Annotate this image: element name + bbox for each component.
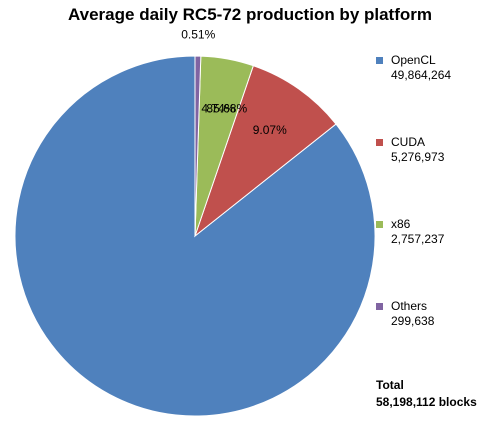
total-label: Total bbox=[376, 378, 404, 392]
pie-slice-others bbox=[194, 55, 202, 237]
slice-label-others: 0.51% bbox=[181, 27, 215, 41]
pie-slice-cuda bbox=[193, 65, 337, 238]
legend-name-x86: x86 bbox=[391, 217, 411, 231]
legend-name-others: Others bbox=[391, 299, 427, 313]
legend-swatch-opencl bbox=[376, 57, 383, 64]
legend-swatch-cuda bbox=[376, 139, 383, 146]
legend-value-x86: 2,757,237 bbox=[391, 232, 445, 246]
pie-slices bbox=[14, 55, 376, 417]
legend-name-opencl: OpenCL bbox=[391, 53, 436, 67]
legend-name-cuda: CUDA bbox=[391, 135, 425, 149]
legend-value-opencl: 49,864,264 bbox=[391, 68, 451, 82]
slice-label-x86: 4.74% bbox=[201, 102, 235, 116]
legend-value-others: 299,638 bbox=[391, 314, 435, 328]
chart-title: Average daily RC5-72 production by platf… bbox=[68, 5, 432, 24]
slice-label-opencl: 85.68% bbox=[206, 102, 247, 116]
legend-swatch-others bbox=[376, 303, 383, 310]
legend-value-cuda: 5,276,973 bbox=[391, 150, 445, 164]
slice-label-cuda: 9.07% bbox=[253, 123, 287, 137]
legend-swatch-x86 bbox=[376, 221, 383, 228]
total-value: 58,198,112 blocks bbox=[376, 395, 477, 409]
pie-slice-labels: 85.68% 9.07% 4.74% 0.51% bbox=[181, 27, 287, 137]
